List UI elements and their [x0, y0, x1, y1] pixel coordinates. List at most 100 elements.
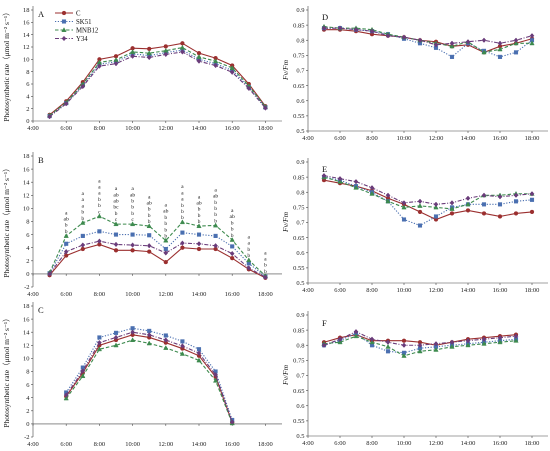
- significance-letter: b: [131, 199, 134, 205]
- y-axis-label: Fv/Fm: [281, 59, 290, 81]
- data-point-y34: [401, 200, 407, 206]
- data-point-y34: [180, 240, 185, 246]
- y-tick-label: -2: [24, 284, 29, 291]
- data-point-y34: [465, 338, 471, 344]
- x-tick-label: 6:00: [60, 441, 72, 448]
- y-tick-label: 14: [23, 329, 30, 336]
- y-tick-label: 4: [26, 94, 30, 101]
- x-tick-label: 16:00: [225, 291, 240, 298]
- data-point-sk51: [163, 333, 168, 338]
- data-point-c: [130, 248, 135, 253]
- data-point-c: [196, 246, 202, 252]
- significance-letter: ab: [130, 192, 135, 198]
- series-line-y34: [323, 175, 533, 205]
- data-point-mnb12: [369, 339, 375, 345]
- significance-letter: ab: [163, 209, 168, 215]
- data-point-y34: [353, 26, 359, 33]
- data-point-y34: [80, 83, 86, 90]
- legend-marker-c: [61, 10, 67, 16]
- panel-letter: B: [38, 155, 44, 165]
- x-tick-label: 4:00: [302, 135, 314, 142]
- y-axis-label: Photosynthetic rate（μmol m⁻² s⁻¹）: [2, 314, 11, 427]
- data-point-y34: [321, 25, 327, 31]
- significance-letter: ab: [113, 199, 118, 205]
- data-point-y34: [433, 42, 439, 48]
- y-tick-label: 0.7: [296, 373, 305, 380]
- data-point-y34: [246, 265, 252, 271]
- data-point-mnb12: [113, 221, 119, 227]
- significance-letter: b: [98, 197, 101, 203]
- significance-letter: b: [264, 263, 267, 269]
- y-tick-label: 16: [23, 316, 30, 323]
- significance-letter: a: [82, 191, 85, 197]
- data-point-sk51: [97, 335, 102, 340]
- data-point-mnb12: [385, 198, 391, 204]
- significance-letter: b: [164, 215, 167, 221]
- significance-letter: a: [82, 197, 85, 203]
- significance-letter: b: [231, 233, 234, 239]
- significance-letter: a: [82, 203, 85, 209]
- x-tick-label: 18:00: [258, 291, 273, 298]
- data-point-y34: [229, 69, 235, 75]
- data-point-c: [163, 259, 168, 265]
- significance-letter: a: [165, 202, 168, 208]
- data-point-mnb12: [353, 333, 359, 339]
- data-point-y34: [213, 372, 218, 378]
- data-point-sk51: [513, 199, 519, 204]
- legend-marker-y34: [61, 35, 67, 42]
- data-point-sk51: [246, 261, 251, 266]
- data-point-y34: [449, 200, 455, 206]
- x-tick-label: 14:00: [192, 125, 207, 132]
- data-point-mnb12: [513, 337, 519, 343]
- significance-letter: ab: [213, 194, 218, 200]
- y-tick-label: 0: [26, 421, 29, 428]
- data-point-y34: [321, 172, 327, 179]
- significance-letter: b: [214, 206, 217, 212]
- data-point-mnb12: [196, 357, 202, 363]
- y-tick-label: 0.75: [293, 205, 304, 212]
- data-point-mnb12: [449, 343, 455, 349]
- significance-letter: b: [198, 207, 201, 213]
- data-point-y34: [433, 341, 439, 347]
- data-point-y34: [97, 339, 102, 346]
- data-point-sk51: [64, 241, 69, 246]
- significance-letter: b: [264, 269, 267, 275]
- significance-letter: a: [231, 208, 234, 214]
- data-point-y34: [213, 62, 218, 69]
- x-tick-label: 10:00: [125, 291, 140, 298]
- legend-label-c: C: [76, 10, 81, 17]
- data-point-c: [401, 338, 407, 343]
- data-point-y34: [337, 25, 343, 31]
- data-point-y34: [337, 175, 343, 182]
- x-tick-label: 8:00: [366, 440, 378, 447]
- x-tick-label: 14:00: [461, 440, 476, 447]
- series-line-mnb12: [323, 176, 532, 210]
- data-point-c: [449, 211, 455, 216]
- y-tick-label: 8: [26, 219, 29, 226]
- legend-marker-sk51: [61, 19, 67, 24]
- data-point-y34: [97, 63, 102, 69]
- data-point-y34: [513, 333, 519, 339]
- y-tick-label: 0.55: [293, 418, 304, 425]
- x-tick-label: 10:00: [125, 125, 140, 132]
- y-tick-label: 0.85: [293, 22, 304, 29]
- data-point-mnb12: [113, 342, 119, 348]
- x-tick-label: 12:00: [158, 441, 173, 448]
- significance-letter: b: [214, 200, 217, 206]
- significance-letter: b: [164, 221, 167, 227]
- x-tick-label: 16:00: [225, 125, 240, 132]
- data-point-y34: [481, 37, 487, 43]
- significance-letter: bc: [113, 205, 119, 211]
- x-tick-label: 4:00: [27, 125, 39, 132]
- panel-letter: D: [322, 12, 328, 22]
- significance-letter: a: [248, 235, 251, 241]
- x-tick-label: 16:00: [225, 441, 240, 448]
- data-point-mnb12: [449, 43, 455, 49]
- significance-letter: b: [115, 211, 118, 217]
- data-point-mnb12: [80, 219, 86, 225]
- panel-letter: A: [38, 9, 45, 19]
- data-point-mnb12: [497, 339, 503, 345]
- y-tick-label: 8: [26, 369, 29, 376]
- data-point-y34: [196, 58, 202, 64]
